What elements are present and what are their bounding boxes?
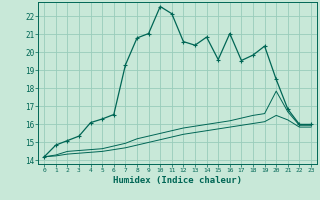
X-axis label: Humidex (Indice chaleur): Humidex (Indice chaleur) <box>113 176 242 185</box>
